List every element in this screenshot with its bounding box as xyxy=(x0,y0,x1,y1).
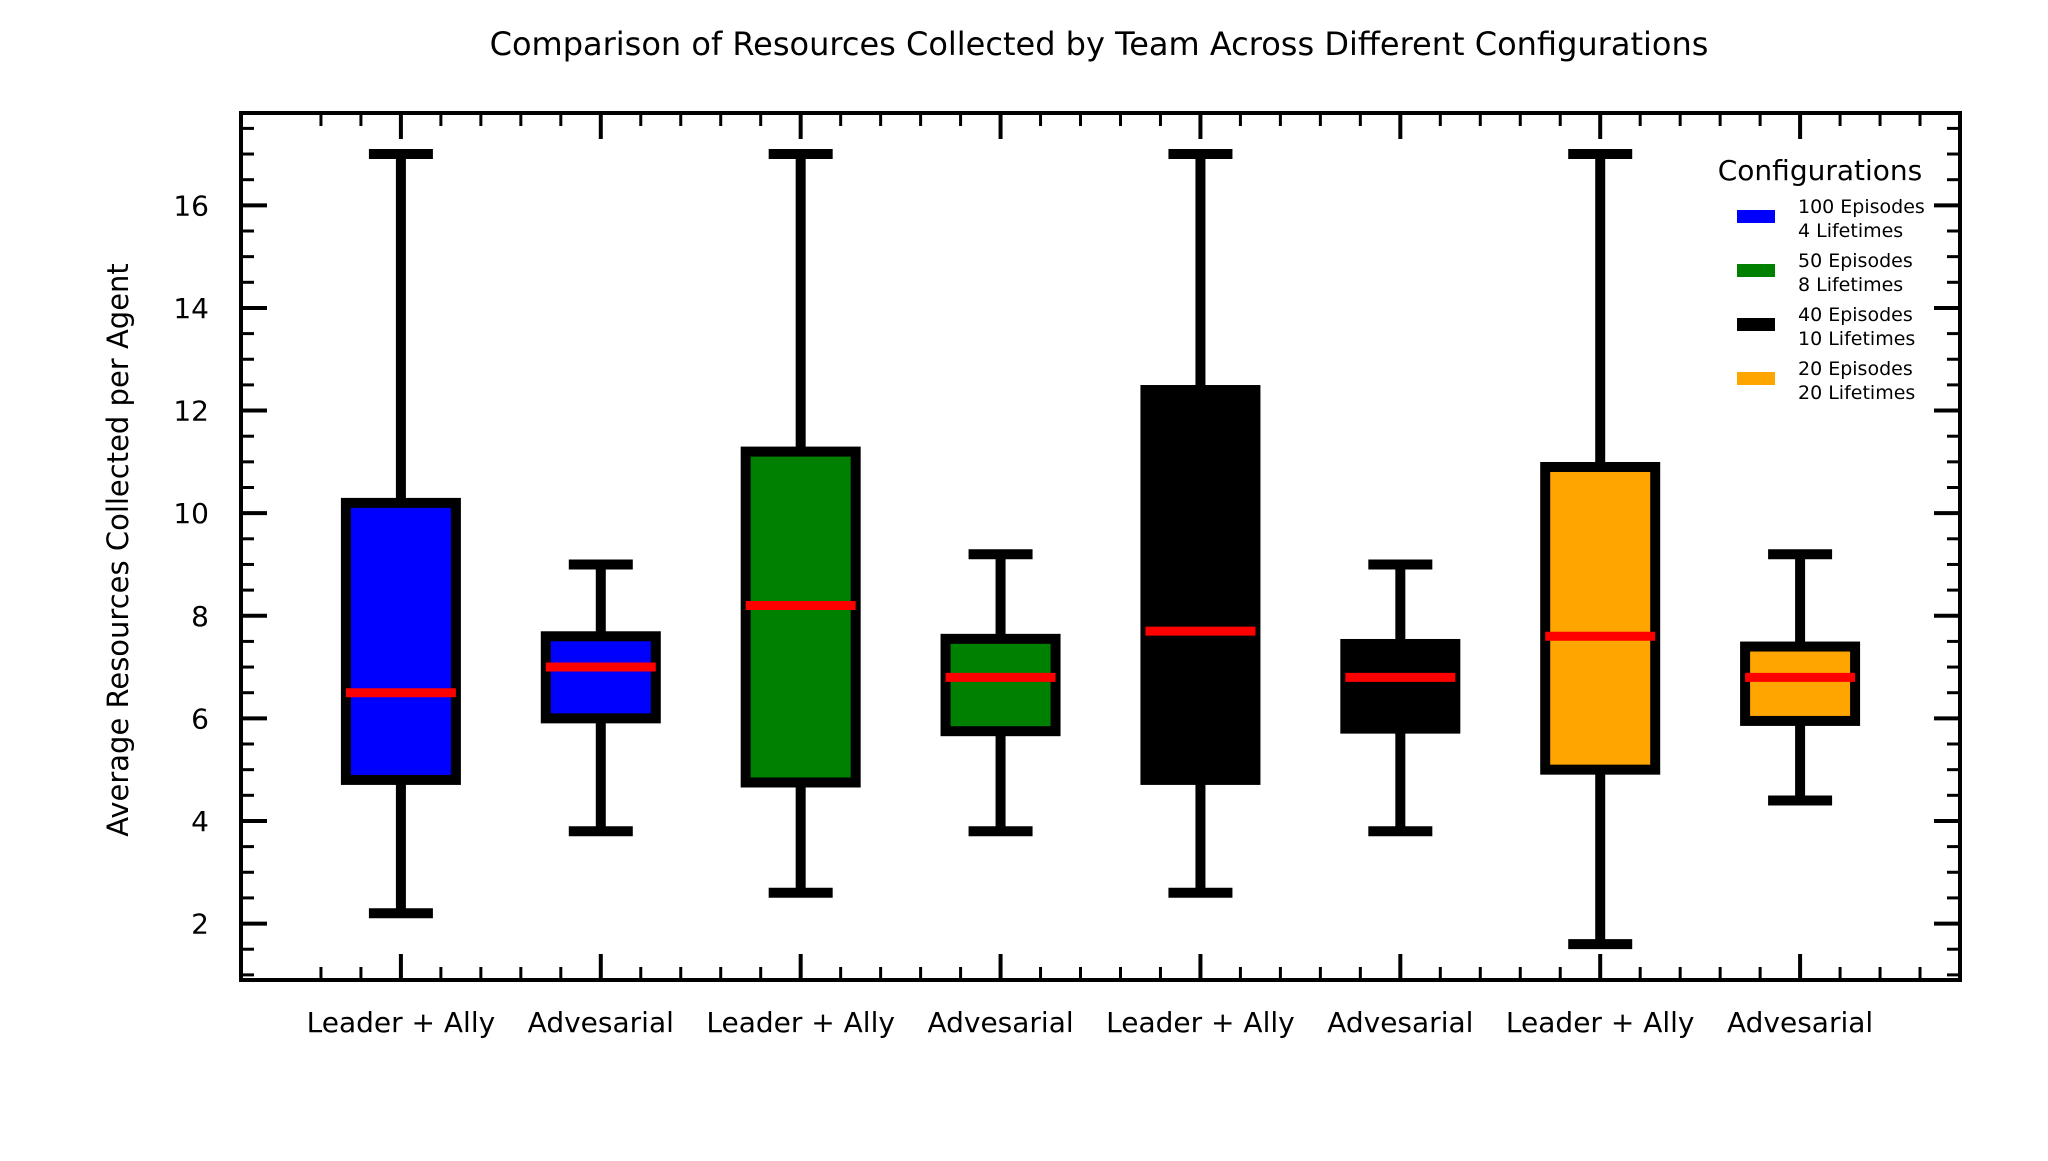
x-tick-label: Leader + Ally xyxy=(1106,1006,1295,1039)
legend-swatch xyxy=(1737,318,1775,331)
iqr-box xyxy=(1540,461,1661,775)
x-tick-label: Leader + Ally xyxy=(1506,1006,1695,1039)
y-tick-label: 4 xyxy=(191,805,209,838)
iqr-box xyxy=(1740,641,1861,726)
legend-swatch xyxy=(1737,264,1775,277)
iqr-box xyxy=(340,497,461,785)
legend-swatch xyxy=(1737,372,1775,385)
box-group-6: Advesarial xyxy=(1327,559,1473,1039)
box-group-3: Leader + Ally xyxy=(706,149,895,1039)
x-tick-label: Advesarial xyxy=(1327,1006,1473,1039)
plot-frame xyxy=(239,111,1962,982)
legend-title: Configurations xyxy=(1718,154,1922,187)
y-tick-label: 16 xyxy=(173,189,209,222)
box-group-1: Leader + Ally xyxy=(307,149,496,1039)
legend-label-line2: 20 Lifetimes xyxy=(1798,382,1915,404)
iqr-box xyxy=(940,633,1061,737)
x-tick-label: Leader + Ally xyxy=(706,1006,895,1039)
legend-label-line2: 4 Lifetimes xyxy=(1798,220,1903,242)
legend-label-line1: 50 Episodes xyxy=(1798,250,1913,272)
x-tick-label: Advesarial xyxy=(927,1006,1073,1039)
y-tick-label: 6 xyxy=(191,702,209,735)
iqr-box xyxy=(740,446,861,788)
legend-label-line1: 20 Episodes xyxy=(1798,358,1913,380)
legend-label-line1: 40 Episodes xyxy=(1798,304,1913,326)
legend-label-line1: 100 Episodes xyxy=(1798,196,1925,218)
y-axis-label: Average Resources Collected per Agent xyxy=(101,263,135,837)
y-tick-label: 10 xyxy=(173,497,209,530)
box-group-5: Leader + Ally xyxy=(1106,149,1295,1039)
plot-area: 2 4 6 8 10 12 14 16 Leader + Ally Advesarial Leade… xyxy=(173,111,1962,1039)
y-tick-label: 8 xyxy=(191,600,209,633)
legend-swatch xyxy=(1737,210,1775,223)
x-tick-label: Advesarial xyxy=(528,1006,674,1039)
x-tick-label: Leader + Ally xyxy=(307,1006,496,1039)
box-group-4: Advesarial xyxy=(927,549,1074,1039)
iqr-box xyxy=(1140,385,1261,785)
box-group-2: Advesarial xyxy=(528,559,674,1039)
legend-label-line2: 10 Lifetimes xyxy=(1798,328,1915,350)
iqr-box xyxy=(540,631,661,724)
iqr-box xyxy=(1340,638,1461,734)
y-tick-label: 14 xyxy=(173,292,209,325)
x-tick-label: Advesarial xyxy=(1727,1006,1873,1039)
legend-label-line2: 8 Lifetimes xyxy=(1798,274,1903,296)
chart-title: Comparison of Resources Collected by Tea… xyxy=(490,25,1709,63)
box-group-7: Leader + Ally xyxy=(1506,149,1695,1039)
y-tick-label: 12 xyxy=(173,395,209,428)
y-tick-label: 2 xyxy=(191,908,209,941)
box-group-8: Advesarial xyxy=(1727,549,1873,1039)
